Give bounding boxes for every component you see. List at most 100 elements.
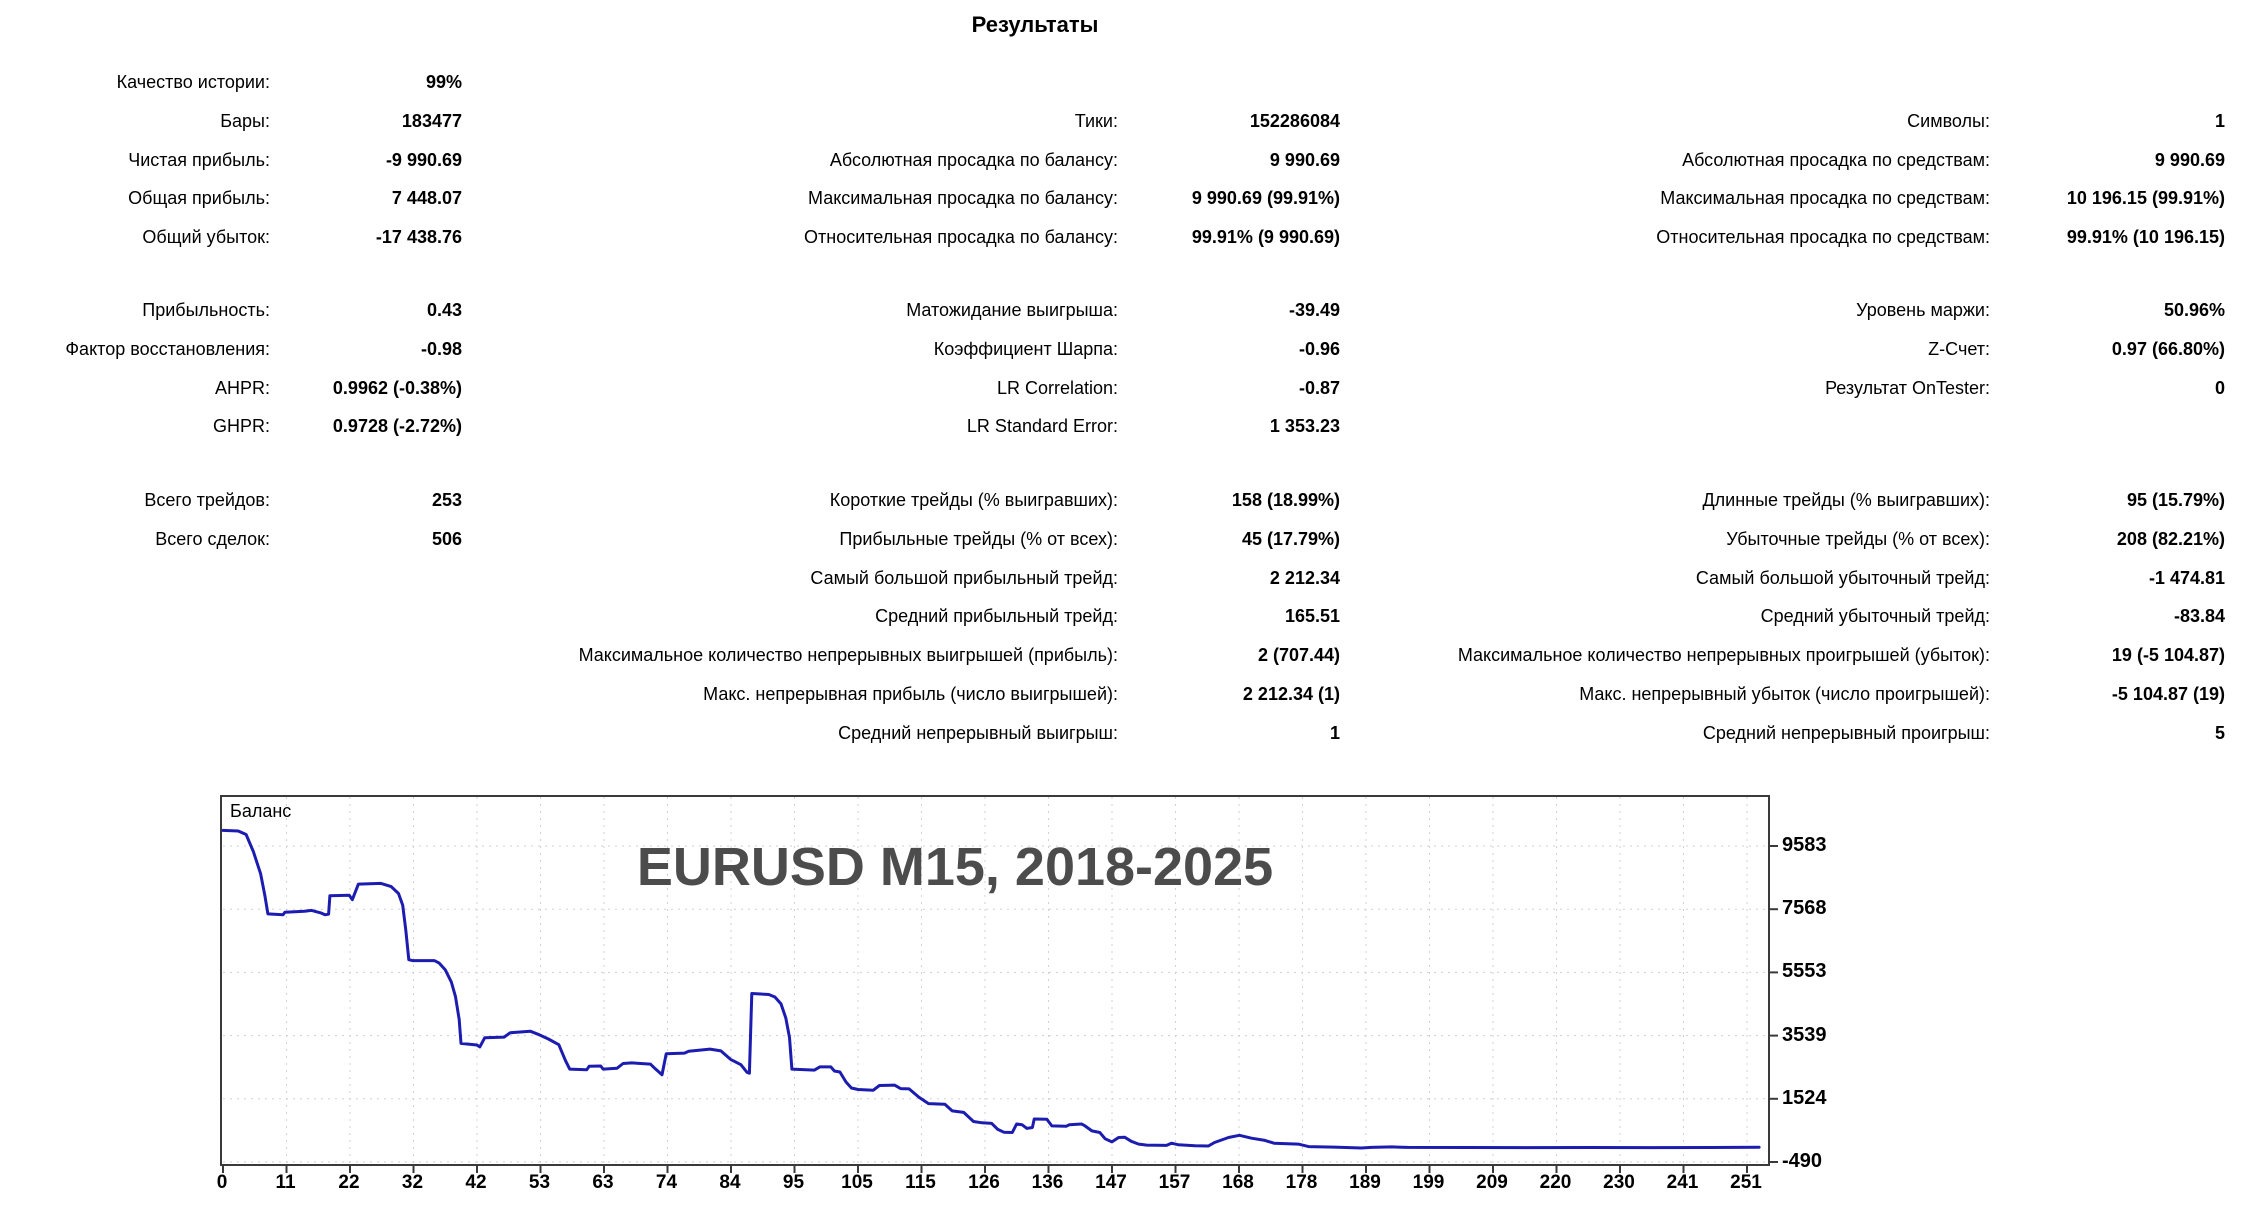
stat-label: Короткие трейды (% выигравших):: [829, 490, 1118, 510]
stat-label: Абсолютная просадка по балансу:: [829, 149, 1118, 170]
stat-value: -5 104.87 (19): [2111, 684, 2225, 704]
stat-value: -0.87: [1298, 377, 1340, 398]
stat-label: Макс. непрерывный убыток (число проигрыш…: [1579, 684, 1990, 704]
stat-label: Максимальная просадка по средствам:: [1660, 188, 1990, 209]
x-tick-label: 178: [1285, 1172, 1318, 1193]
stat-value: 10 196.15 (99.91%): [2066, 188, 2225, 209]
stat-label: Длинные трейды (% выигравших):: [1702, 490, 1990, 510]
stat-value: 1 353.23: [1269, 416, 1340, 437]
chart-title: EURUSD M15, 2018-2025: [636, 837, 1274, 897]
stat-label: Средний непрерывный проигрыш:: [1702, 722, 1990, 743]
stat-value: 0.43: [426, 300, 462, 320]
stat-value: 0.9728 (-2.72%): [332, 416, 462, 437]
stat-value: 0.97 (66.80%): [2111, 338, 2225, 359]
stat-value: -1 474.81: [2148, 567, 2225, 588]
balance-series-label: Баланс: [230, 801, 292, 821]
stat-label: Качество истории:: [116, 72, 270, 92]
stat-value: 19 (-5 104.87): [2111, 645, 2225, 666]
stat-value: 152286084: [1249, 110, 1340, 131]
stat-value: 99.91% (9 990.69): [1191, 227, 1340, 248]
stat-label: Общий убыток:: [142, 227, 270, 248]
y-tick-label: 5553: [1782, 960, 1827, 983]
x-tick-label: 157: [1158, 1172, 1191, 1193]
stat-label: Общая прибыль:: [128, 188, 270, 209]
stat-value: 7 448.07: [391, 188, 462, 209]
stat-label: Символы:: [1907, 110, 1990, 131]
stat-label: Всего трейдов:: [144, 490, 270, 510]
x-tick-label: 241: [1666, 1172, 1699, 1193]
x-tick-label: 0: [216, 1172, 228, 1193]
stat-value: 2 (707.44): [1257, 645, 1340, 666]
stat-value: -0.98: [420, 338, 462, 359]
stat-label: Прибыльные трейды (% от всех):: [839, 528, 1118, 549]
x-tick-label: 53: [528, 1172, 551, 1193]
stat-label: Самый большой убыточный трейд:: [1695, 567, 1990, 588]
x-tick-label: 189: [1349, 1172, 1381, 1193]
y-tick-label: 9583: [1782, 834, 1827, 856]
balance-line: [221, 828, 1761, 1150]
stat-label: Средний убыточный трейд:: [1760, 606, 1990, 627]
stat-value: 50.96%: [2163, 300, 2225, 320]
stat-value: 9 990.69: [1269, 149, 1340, 170]
stat-label: Прибыльность:: [142, 300, 270, 320]
stat-value: 2 212.34 (1): [1242, 684, 1340, 704]
x-tick-label: 95: [782, 1172, 805, 1193]
stat-value: 165.51: [1284, 606, 1340, 627]
stat-value: 208 (82.21%): [2116, 528, 2225, 549]
x-tick-label: 251: [1730, 1172, 1762, 1193]
x-tick-label: 63: [592, 1172, 614, 1193]
stat-label: Относительная просадка по балансу:: [804, 227, 1118, 248]
stat-label: Средний прибыльный трейд:: [875, 606, 1118, 627]
y-tick-label: 1524: [1782, 1086, 1827, 1109]
stat-value: 99%: [425, 72, 462, 92]
stat-value: 95 (15.79%): [2126, 490, 2225, 510]
stat-label: Средний непрерывный выигрыш:: [838, 722, 1118, 743]
stat-label: Чистая прибыль:: [128, 149, 270, 170]
x-tick-label: 115: [905, 1172, 936, 1193]
stat-value: 253: [431, 490, 462, 510]
stat-value: -17 438.76: [375, 227, 462, 248]
x-tick-label: 209: [1476, 1172, 1508, 1193]
x-tick-label: 22: [338, 1172, 360, 1193]
stat-label: Тики:: [1074, 110, 1118, 131]
stat-label: AHPR:: [214, 377, 270, 398]
stat-value: 506: [431, 528, 462, 549]
x-tick-label: 168: [1222, 1172, 1254, 1193]
stat-value: 1: [2214, 110, 2225, 131]
stat-label: GHPR:: [212, 416, 270, 437]
stat-label: Абсолютная просадка по средствам:: [1682, 149, 1990, 170]
stat-value: 99.91% (10 196.15): [2066, 227, 2225, 248]
stat-label: Максимальная просадка по балансу:: [808, 188, 1118, 209]
stat-label: Z-Счет:: [1928, 338, 1990, 359]
stat-value: -9 990.69: [385, 149, 462, 170]
plot-border: [220, 795, 1770, 1166]
stat-value: 9 990.69 (99.91%): [1191, 188, 1340, 209]
stat-label: Максимальное количество непрерывных выиг…: [578, 645, 1118, 666]
stat-value: 5: [2214, 722, 2225, 743]
stat-label: Максимальное количество непрерывных прои…: [1457, 645, 1990, 666]
stat-value: 45 (17.79%): [1241, 528, 1340, 549]
stat-label: Относительная просадка по средствам:: [1656, 227, 1990, 248]
stat-label: LR Standard Error:: [966, 416, 1118, 437]
y-tick-label: -490: [1782, 1150, 1823, 1172]
stat-label: Матожидание выигрыша:: [906, 300, 1118, 320]
stat-label: LR Correlation:: [996, 377, 1118, 398]
x-tick-label: 32: [401, 1172, 424, 1193]
stat-label: Самый большой прибыльный трейд:: [810, 567, 1118, 588]
y-tick-label: 7568: [1782, 897, 1827, 920]
x-tick-label: 147: [1095, 1172, 1127, 1193]
stat-value: 2 212.34: [1269, 567, 1340, 588]
x-tick-label: 11: [275, 1172, 296, 1193]
x-tick-label: 230: [1603, 1172, 1635, 1193]
stat-value: 183477: [401, 110, 462, 131]
stat-value: 9 990.69: [2154, 149, 2225, 170]
stat-value: -83.84: [2173, 606, 2225, 627]
stat-value: -39.49: [1288, 300, 1340, 320]
x-tick-label: 105: [841, 1172, 873, 1193]
x-tick-label: 199: [1412, 1172, 1445, 1193]
stat-label: Коэффициент Шарпа:: [933, 338, 1118, 359]
stat-value: 158 (18.99%): [1231, 490, 1340, 510]
stat-label: Убыточные трейды (% от всех):: [1726, 528, 1990, 549]
